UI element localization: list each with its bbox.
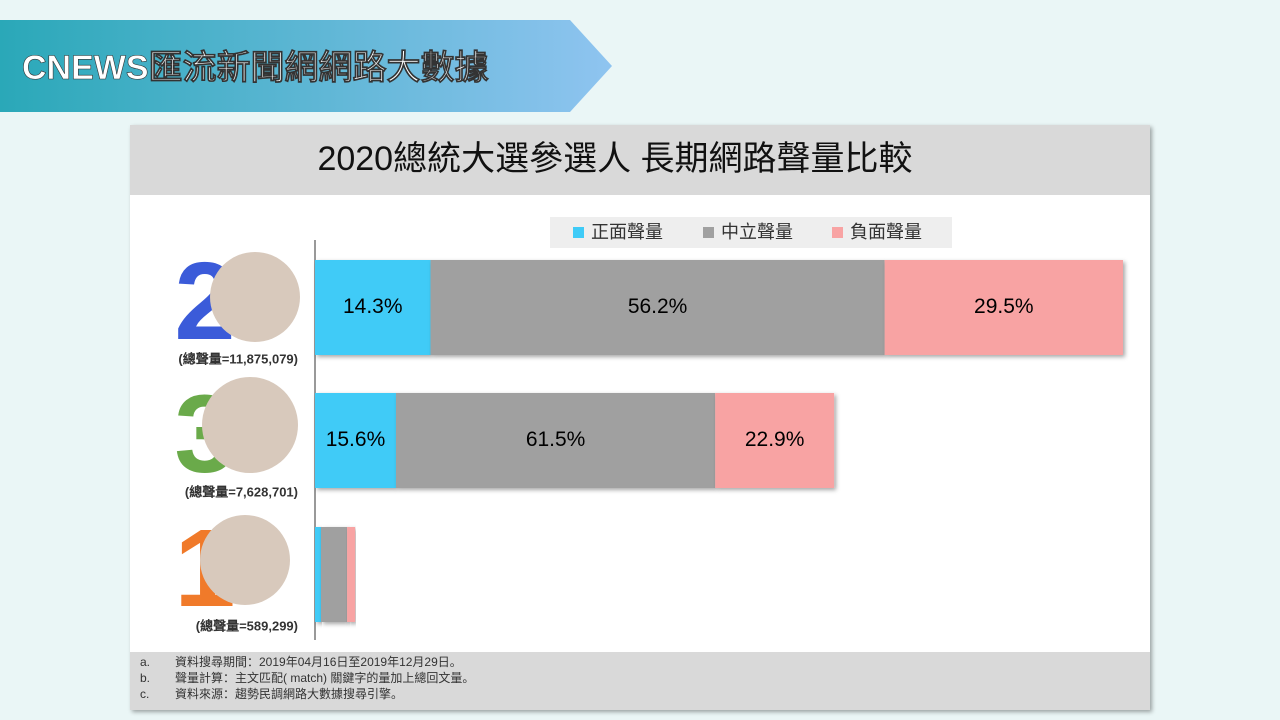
chart-title: 2020總統大選參選人 長期網路聲量比較: [317, 140, 912, 178]
title-band: [130, 125, 1150, 195]
bar-segment: [321, 527, 348, 622]
banner-title: CNEWS匯流新聞網網路大數據: [22, 49, 490, 87]
banner: [0, 20, 612, 112]
legend-swatch: [832, 227, 843, 238]
footnote-band: [130, 652, 1150, 710]
value-label: 22.9%: [745, 428, 805, 451]
footnote-mark: b.: [140, 671, 150, 685]
total-label: (總聲量=589,299): [196, 618, 298, 633]
legend-box: [550, 217, 952, 248]
bar-segment: [395, 393, 716, 488]
photo: [210, 252, 300, 342]
total-label: (總聲量=11,875,079): [178, 351, 298, 366]
legend-swatch: [573, 227, 584, 238]
footnote-text: 資料來源：趨勢民調網路大數據搜尋引擎。: [175, 686, 403, 701]
bar-segment: [884, 260, 1123, 355]
value-label: 14.3%: [343, 295, 403, 318]
photo: [202, 377, 298, 473]
bar-segment: [347, 527, 356, 622]
value-label: 15.6%: [326, 428, 386, 451]
value-label: 56.2%: [628, 295, 688, 318]
legend-label: 負面聲量: [850, 222, 922, 242]
value-label: 61.5%: [526, 428, 586, 451]
legend-label: 正面聲量: [591, 222, 663, 242]
footnote-text: 聲量計算：主文匹配( match) 關鍵字的量加上總回文量。: [175, 670, 474, 685]
bar-segment: [315, 260, 431, 355]
bar-segment: [315, 393, 396, 488]
bar-segment: [430, 260, 885, 355]
bar-segment: [315, 527, 322, 622]
legend-swatch: [703, 227, 714, 238]
total-label: (總聲量=7,628,701): [185, 484, 298, 499]
footnote-mark: c.: [140, 687, 149, 701]
footnote-mark: a.: [140, 655, 150, 669]
legend-label: 中立聲量: [721, 222, 793, 242]
bar-segment: [715, 393, 835, 488]
value-label: 29.5%: [974, 295, 1034, 318]
footnote-text: 資料搜尋期間：2019年04月16日至2019年12月29日。: [175, 654, 462, 669]
photo: [200, 515, 290, 605]
